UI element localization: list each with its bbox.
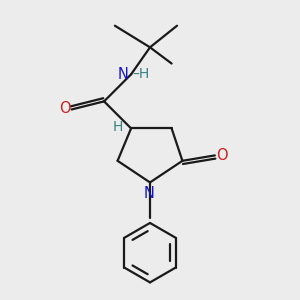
Text: O: O (216, 148, 228, 163)
Text: H: H (112, 120, 123, 134)
Text: –H: –H (132, 67, 150, 81)
Text: N: N (143, 187, 154, 202)
Text: O: O (59, 100, 70, 116)
Text: N: N (118, 67, 129, 82)
